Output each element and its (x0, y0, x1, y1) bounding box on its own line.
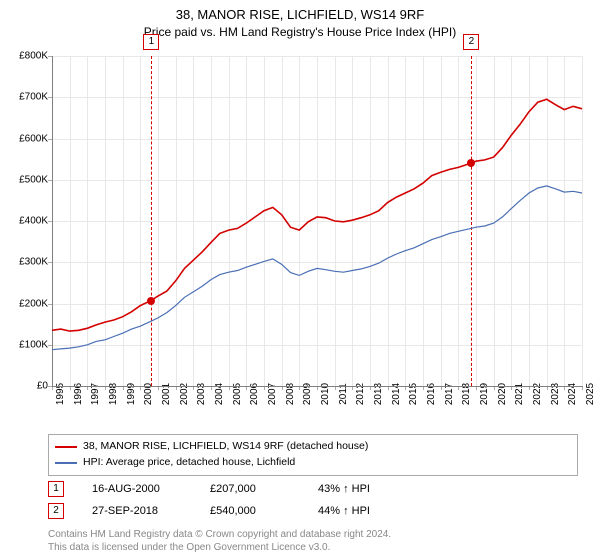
sale-row: 2 27-SEP-2018 £540,000 44% ↑ HPI (48, 500, 370, 522)
legend-label: HPI: Average price, detached house, Lich… (83, 455, 295, 471)
legend-row: 38, MANOR RISE, LICHFIELD, WS14 9RF (det… (55, 439, 571, 455)
y-axis-label: £600K (19, 133, 48, 144)
sale-row: 1 16-AUG-2000 £207,000 43% ↑ HPI (48, 478, 370, 500)
footer-line: This data is licensed under the Open Gov… (48, 541, 391, 554)
sales-table: 1 16-AUG-2000 £207,000 43% ↑ HPI 2 27-SE… (48, 478, 370, 522)
y-axis-label: £800K (19, 51, 48, 62)
series-line (52, 186, 582, 350)
chart-title: 38, MANOR RISE, LICHFIELD, WS14 9RF (0, 0, 600, 24)
chart-container: 38, MANOR RISE, LICHFIELD, WS14 9RF Pric… (0, 0, 600, 560)
y-axis-label: £700K (19, 92, 48, 103)
y-axis-label: £0 (37, 381, 48, 392)
sale-delta: 43% ↑ HPI (318, 483, 370, 495)
sale-marker-box: 1 (48, 481, 64, 497)
legend: 38, MANOR RISE, LICHFIELD, WS14 9RF (det… (48, 434, 578, 476)
legend-row: HPI: Average price, detached house, Lich… (55, 455, 571, 471)
sale-price: £540,000 (210, 505, 290, 517)
footer-line: Contains HM Land Registry data © Crown c… (48, 528, 391, 541)
chart-subtitle: Price paid vs. HM Land Registry's House … (0, 24, 600, 39)
plot-area: £0£100K£200K£300K£400K£500K£600K£700K£80… (52, 56, 582, 386)
sale-date: 16-AUG-2000 (92, 483, 182, 495)
sale-marker-box: 2 (48, 503, 64, 519)
legend-swatch (55, 462, 77, 464)
y-axis-label: £400K (19, 216, 48, 227)
legend-swatch (55, 446, 77, 448)
x-axis-label: 2025 (585, 383, 596, 405)
y-axis-label: £500K (19, 174, 48, 185)
sale-delta: 44% ↑ HPI (318, 505, 370, 517)
y-axis-label: £300K (19, 257, 48, 268)
sale-price: £207,000 (210, 483, 290, 495)
y-axis-label: £100K (19, 339, 48, 350)
legend-label: 38, MANOR RISE, LICHFIELD, WS14 9RF (det… (83, 439, 368, 455)
series-line (52, 99, 582, 331)
y-axis-label: £200K (19, 298, 48, 309)
sale-date: 27-SEP-2018 (92, 505, 182, 517)
footer: Contains HM Land Registry data © Crown c… (48, 528, 391, 554)
sale-marker-box: 1 (143, 34, 159, 50)
sale-marker-box: 2 (463, 34, 479, 50)
